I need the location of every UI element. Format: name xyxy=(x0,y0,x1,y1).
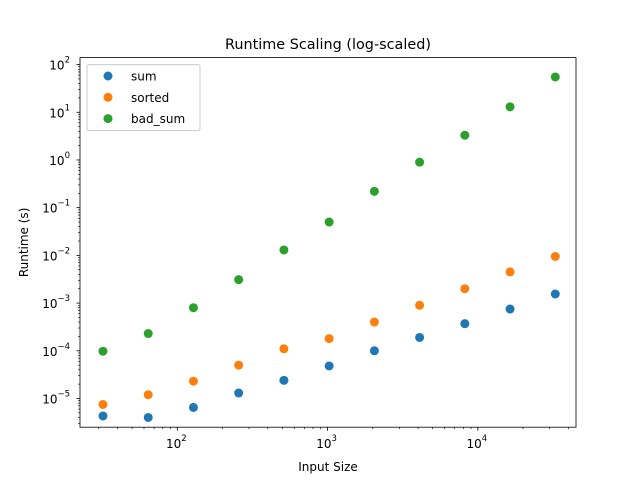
y-tick-label: 10−3 xyxy=(42,294,70,311)
data-point xyxy=(98,346,108,356)
plot-frame xyxy=(79,57,577,428)
data-point xyxy=(550,289,560,299)
y-tick-label: 10−4 xyxy=(42,342,70,359)
data-point xyxy=(98,399,108,409)
y-tick-label: 10−1 xyxy=(42,199,70,216)
x-axis-label: Input Size xyxy=(298,460,358,474)
x-tick-label-base: 10 xyxy=(466,437,481,451)
data-point xyxy=(415,332,425,342)
y-tick-label: 10−2 xyxy=(42,246,70,263)
data-point xyxy=(279,375,289,385)
series-sum xyxy=(98,289,560,422)
x-tick-label: 104 xyxy=(466,434,487,451)
y-tick-label: 10−5 xyxy=(42,389,70,406)
series-bad-sum xyxy=(98,72,560,356)
data-point xyxy=(234,275,244,285)
data-point xyxy=(369,317,379,327)
legend-marker xyxy=(103,71,113,81)
series-sorted xyxy=(98,251,560,409)
data-point xyxy=(234,388,244,398)
data-point xyxy=(460,284,470,294)
data-point xyxy=(324,334,334,344)
x-axis-ticks: 102 103 104 xyxy=(166,427,487,451)
chart-title: Runtime Scaling (log-scaled) xyxy=(225,37,431,53)
data-point xyxy=(550,72,560,82)
data-point xyxy=(505,102,515,112)
y-tick-label-base: 10 xyxy=(49,154,64,168)
legend-box xyxy=(86,64,201,132)
y-tick-label-exponent: −1 xyxy=(57,199,70,209)
y-tick-label-base: 10 xyxy=(49,59,64,73)
data-point xyxy=(98,411,108,421)
data-points xyxy=(98,72,560,422)
x-tick-label-exponent: 4 xyxy=(482,434,487,444)
data-point xyxy=(460,130,470,140)
y-tick-label: 100 xyxy=(49,151,70,168)
legend-label: bad_sum xyxy=(131,112,185,126)
legend-label: sorted xyxy=(131,91,169,105)
data-point xyxy=(234,360,244,370)
x-tick-label-base: 10 xyxy=(166,437,181,451)
y-tick-label: 101 xyxy=(49,103,70,120)
legend: sum sorted bad_sum xyxy=(86,64,201,132)
data-point xyxy=(143,329,153,339)
x-tick-label-exponent: 3 xyxy=(332,434,337,444)
y-tick-label-base: 10 xyxy=(42,297,57,311)
data-point xyxy=(188,376,198,386)
x-tick-label: 102 xyxy=(166,434,187,451)
y-tick-label-base: 10 xyxy=(42,202,57,216)
data-point xyxy=(460,319,470,329)
y-tick-label: 102 xyxy=(49,56,70,73)
y-tick-label-exponent: 0 xyxy=(65,151,70,161)
legend-label: sum xyxy=(131,70,157,84)
data-point xyxy=(324,217,334,227)
data-point xyxy=(143,412,153,422)
x-tick-label-base: 10 xyxy=(316,437,331,451)
data-point xyxy=(369,186,379,196)
y-tick-label-exponent: 1 xyxy=(65,103,70,113)
y-tick-label-base: 10 xyxy=(42,345,57,359)
data-point xyxy=(188,402,198,412)
data-point xyxy=(279,344,289,354)
data-point xyxy=(143,390,153,400)
x-tick-label-exponent: 2 xyxy=(181,434,186,444)
data-point xyxy=(324,361,334,371)
y-tick-label-base: 10 xyxy=(49,106,64,120)
y-tick-label-exponent: −4 xyxy=(57,342,70,352)
x-tick-label: 103 xyxy=(316,434,337,451)
data-point xyxy=(369,346,379,356)
data-point xyxy=(550,251,560,261)
y-tick-label-exponent: 2 xyxy=(65,56,70,66)
y-tick-label-exponent: −3 xyxy=(57,294,70,304)
data-point xyxy=(415,300,425,310)
y-tick-label-base: 10 xyxy=(42,392,57,406)
data-point xyxy=(279,245,289,255)
data-point xyxy=(505,304,515,314)
data-point xyxy=(188,303,198,313)
y-tick-label-base: 10 xyxy=(42,249,57,263)
y-tick-label-exponent: −2 xyxy=(57,246,70,256)
y-axis-label: Runtime (s) xyxy=(17,208,31,278)
legend-marker xyxy=(103,92,113,102)
data-point xyxy=(505,267,515,277)
legend-marker xyxy=(103,114,113,124)
y-tick-label-exponent: −5 xyxy=(57,389,70,399)
data-point xyxy=(415,157,425,167)
